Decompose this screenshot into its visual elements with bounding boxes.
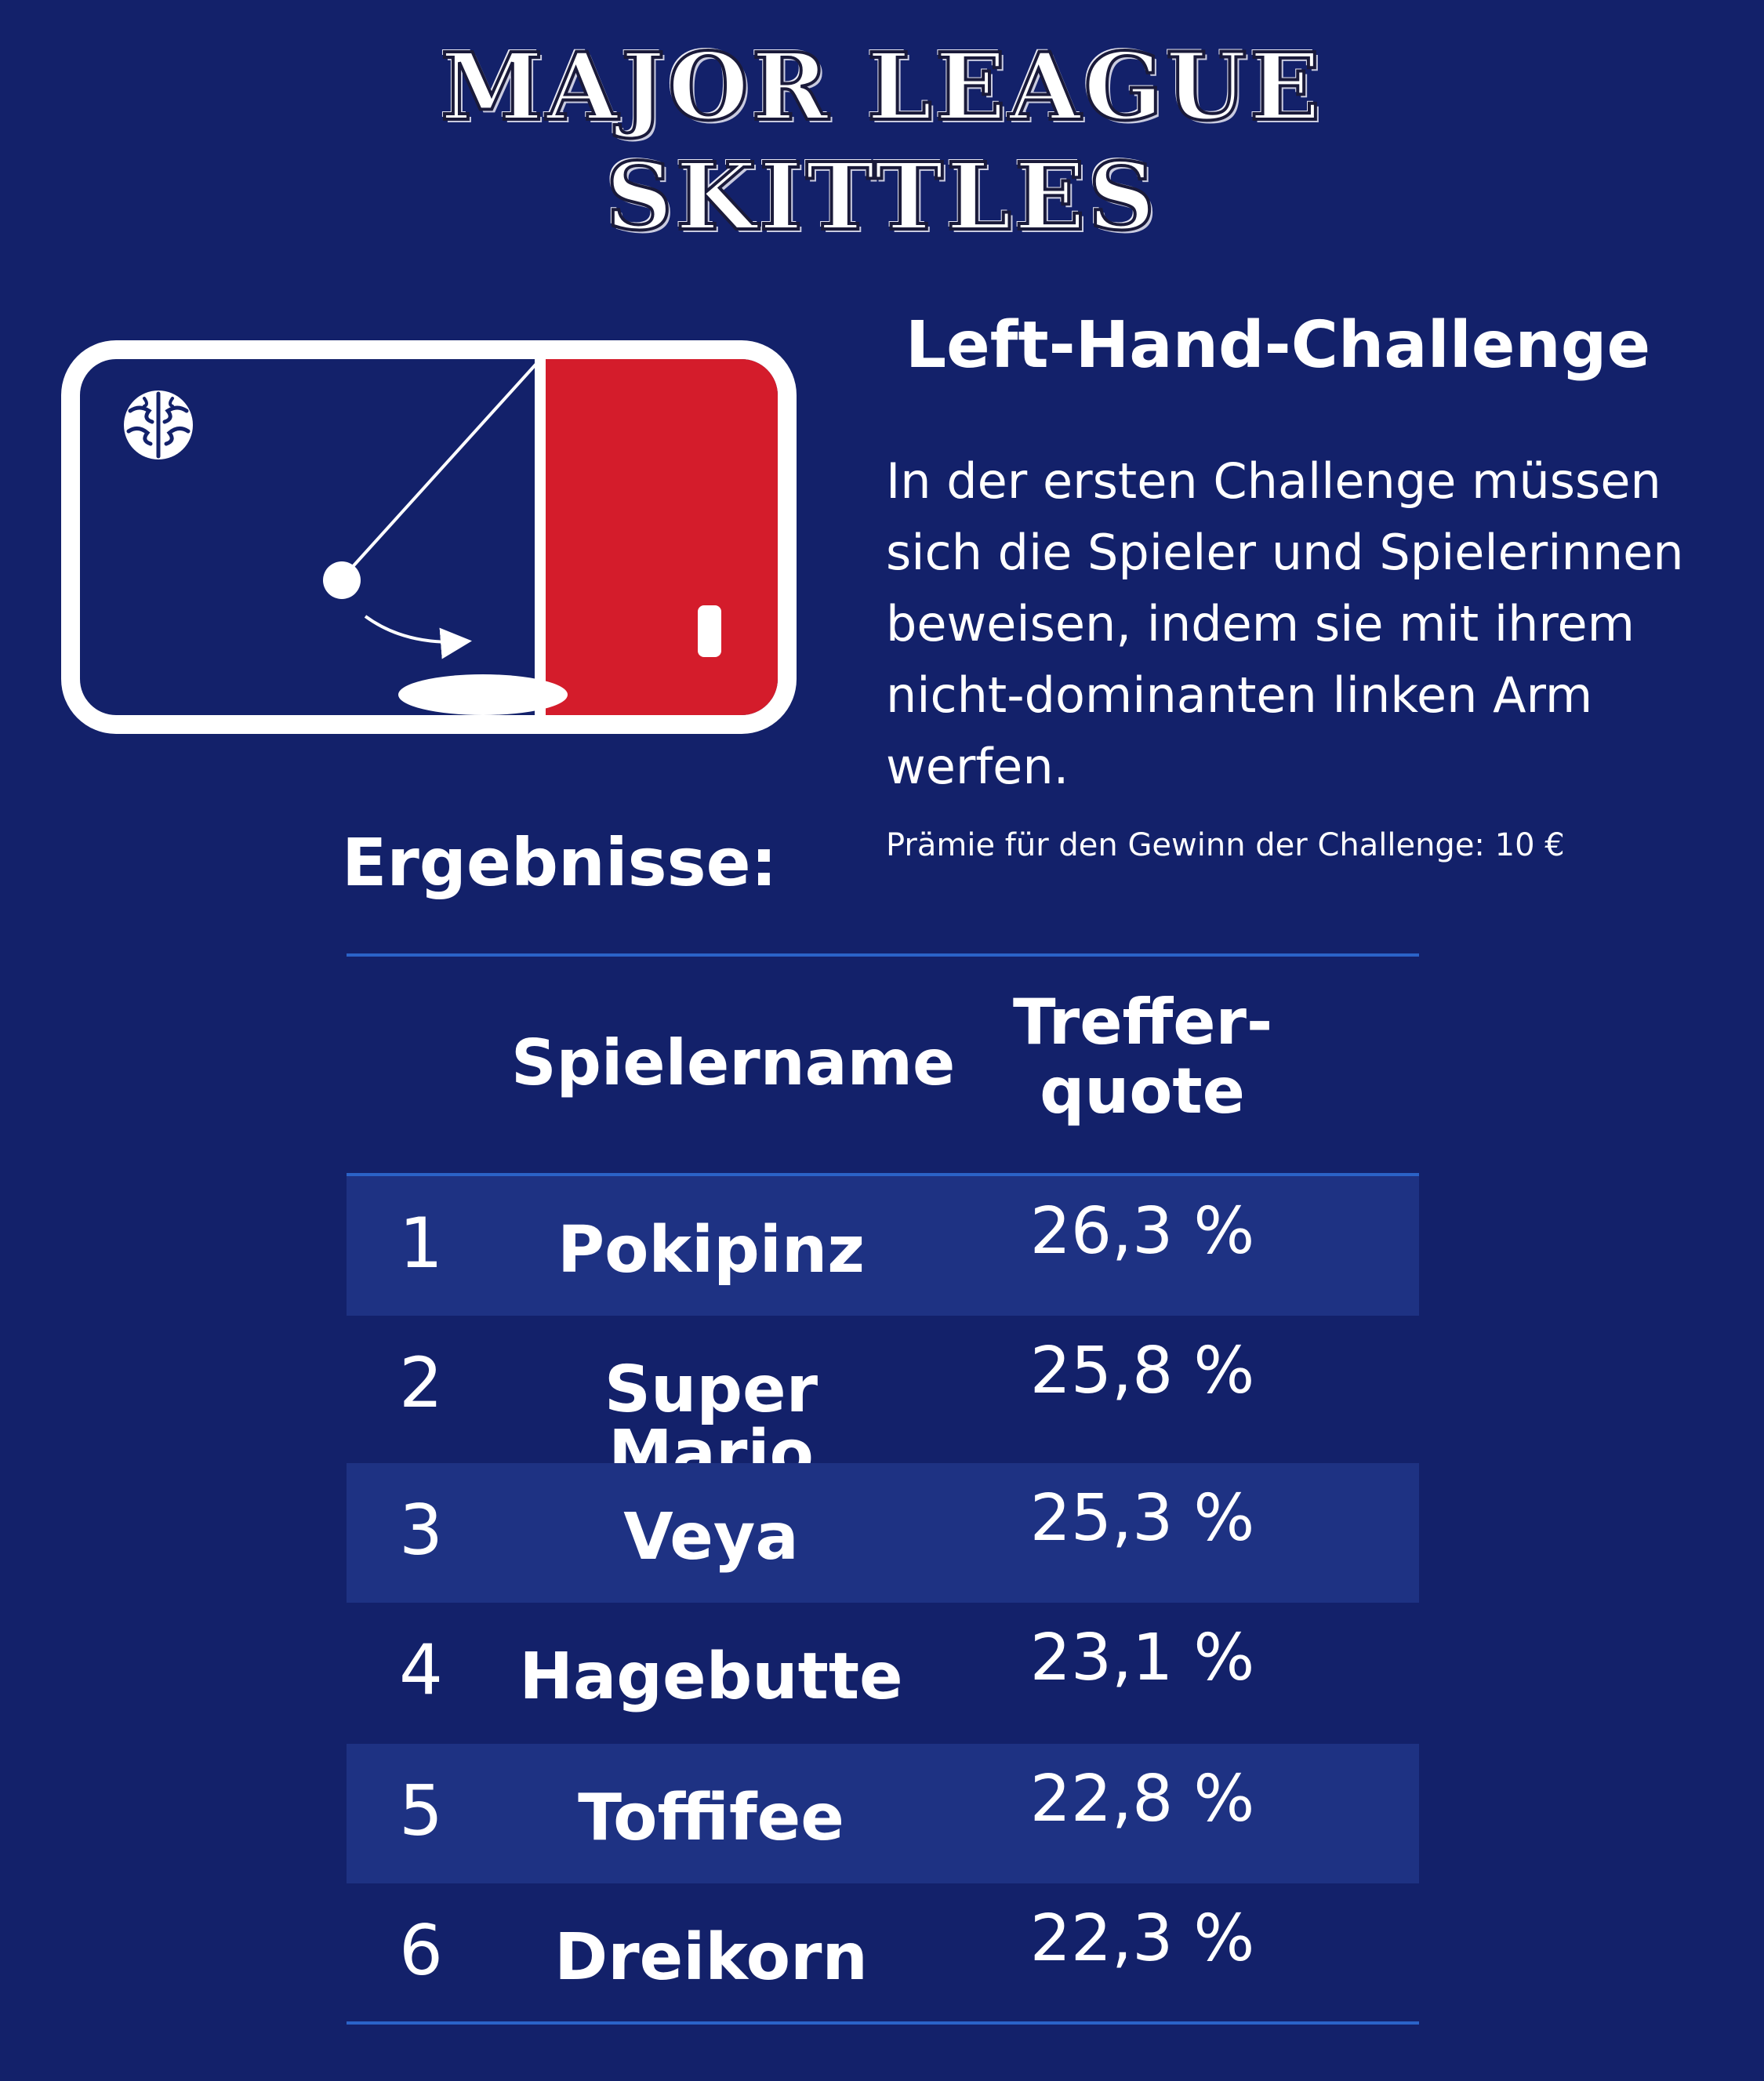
column-header-name: Spielername [511, 1026, 956, 1099]
title-line-1: MAJOR LEAGUE [439, 32, 1324, 141]
table-row: 1 Pokipinz 26,3 % [347, 1176, 1419, 1316]
table-row: 2 Super Mario 25,8 % [347, 1316, 1419, 1487]
hit-rate-cell: 25,8 % [1029, 1334, 1255, 1408]
skittle-pin [698, 605, 721, 657]
table-top-rule [347, 953, 1419, 957]
table-header: Spielername Treffer- quote [347, 953, 1419, 1175]
table-header-rule [347, 1173, 1419, 1176]
challenge-title: Left-Hand-Challenge [905, 308, 1651, 383]
table-row: 5 Toffifee 22,8 % [347, 1744, 1419, 1883]
pendulum-ball [323, 561, 361, 599]
player-name-cell: Hagebutte [519, 1640, 903, 1714]
title-line-2: SKITTLES [604, 142, 1159, 251]
description-line: werfen. [886, 738, 1069, 795]
description-line: In der ersten Challenge müssen [886, 452, 1661, 510]
hit-rate-cell: 22,8 % [1029, 1762, 1255, 1836]
rank-cell: 6 [399, 1910, 443, 1991]
table-bottom-rule [347, 2021, 1419, 2025]
rank-cell: 1 [399, 1203, 443, 1284]
logo-right-panel [544, 359, 778, 715]
hit-rate-cell: 25,3 % [1029, 1481, 1255, 1556]
swing-arrow [364, 615, 472, 659]
hit-rate-cell: 22,3 % [1029, 1901, 1255, 1976]
challenge-description: In der ersten Challenge müssen sich die … [886, 445, 1717, 802]
description-line: beweisen, indem sie mit ihrem [886, 595, 1635, 652]
league-logo [61, 340, 797, 734]
player-name-cell: Pokipinz [557, 1213, 865, 1287]
logo-base-plate [398, 674, 568, 715]
logo-pole [535, 359, 546, 715]
prize-text: Prämie für den Gewinn der Challenge: 10 … [886, 827, 1565, 863]
column-header-rate: Treffer- quote [1013, 988, 1272, 1126]
results-heading: Ergebnisse: [342, 824, 778, 901]
rank-cell: 3 [399, 1490, 443, 1571]
rank-cell: 2 [399, 1342, 443, 1423]
description-line: sich die Spieler und Spielerinnen [886, 524, 1684, 581]
brain-icon [124, 390, 193, 459]
table-row: 6 Dreikorn 22,3 % [347, 1883, 1419, 2023]
rank-cell: 5 [399, 1770, 443, 1851]
column-header-rate-line1: Treffer- [1013, 986, 1273, 1059]
player-name-cell: Toffifee [578, 1781, 844, 1855]
player-name-cell: Veya [623, 1500, 799, 1574]
player-name-cell: Dreikorn [554, 1920, 868, 1995]
table-row: 4 Hagebutte 23,1 % [347, 1603, 1419, 1742]
rank-cell: 4 [399, 1629, 443, 1710]
column-header-rate-line2: quote [1040, 1055, 1245, 1128]
table-row: 3 Veya 25,3 % [347, 1463, 1419, 1603]
hit-rate-cell: 26,3 % [1029, 1194, 1255, 1269]
pendulum-string [340, 362, 538, 580]
hit-rate-cell: 23,1 % [1029, 1621, 1255, 1695]
description-line: nicht-dominanten linken Arm [886, 666, 1593, 724]
